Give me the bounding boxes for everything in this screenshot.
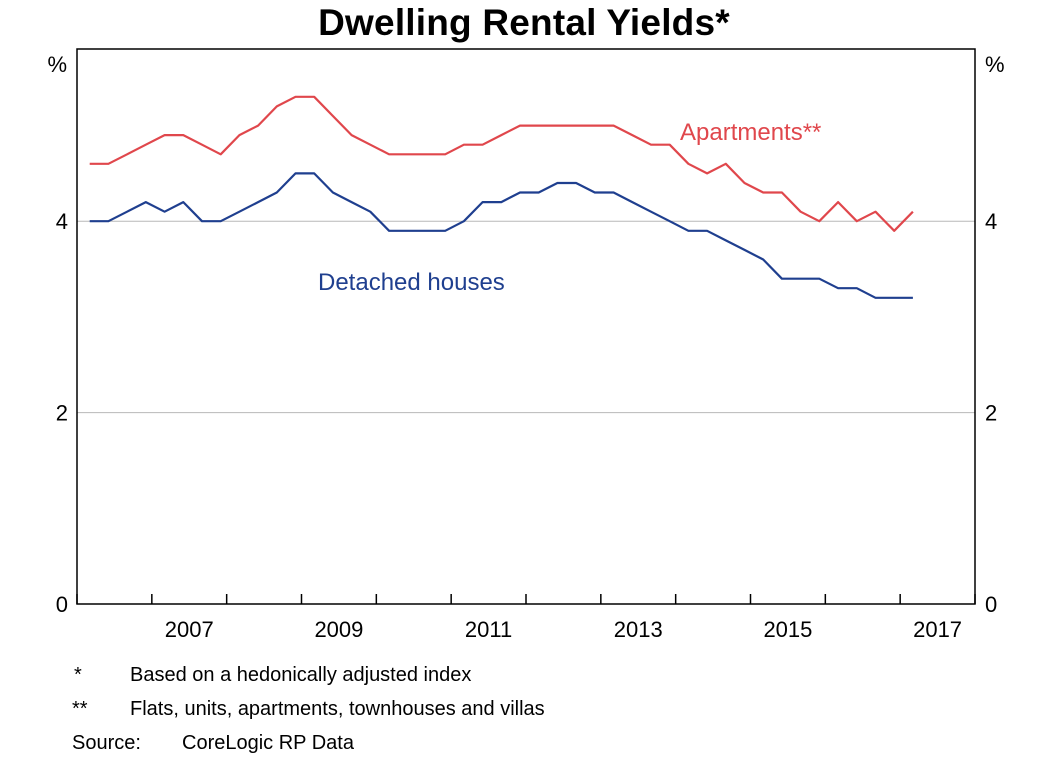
x-tick-label: 2011 xyxy=(465,617,512,642)
series-label-detached-houses: Detached houses xyxy=(318,269,505,296)
y-tick-label-left: 0 xyxy=(56,592,68,617)
y-unit-left: % xyxy=(47,52,67,77)
y-tick-label-right: 2 xyxy=(985,401,997,426)
y-tick-label-right: 4 xyxy=(985,209,997,234)
series-line-apartments xyxy=(89,95,914,232)
footnote-1-text: Based on a hedonically adjusted index xyxy=(130,664,472,686)
source-text: CoreLogic RP Data xyxy=(182,732,354,754)
series-line-detached-houses xyxy=(89,172,913,299)
x-tick-label: 2013 xyxy=(614,617,663,642)
x-tick-label: 2007 xyxy=(165,617,214,642)
chart-title: Dwelling Rental Yields* xyxy=(318,2,730,43)
y-tick-label-left: 2 xyxy=(56,401,68,426)
source-label: Source: xyxy=(72,732,141,754)
y-unit-right: % xyxy=(985,52,1005,77)
x-tick-label: 2017 xyxy=(913,617,962,642)
series-label-apartments: Apartments** xyxy=(680,119,821,146)
footnote-1-mark: * xyxy=(74,664,82,686)
footnote-2-mark: ** xyxy=(72,698,88,720)
footnote-2-text: Flats, units, apartments, townhouses and… xyxy=(130,698,545,720)
y-tick-label-right: 0 xyxy=(985,592,997,617)
x-tick-label: 2015 xyxy=(763,617,812,642)
x-tick-label: 2009 xyxy=(314,617,363,642)
plot-frame xyxy=(76,48,976,605)
y-tick-label-left: 4 xyxy=(56,209,68,234)
